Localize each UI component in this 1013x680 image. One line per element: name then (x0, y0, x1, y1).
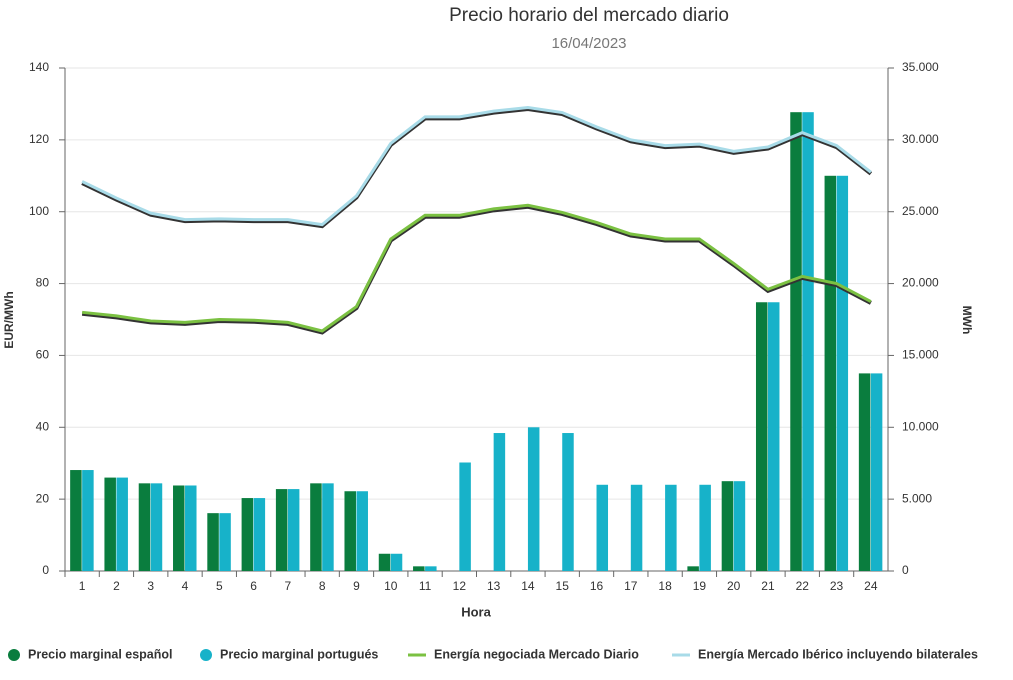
x-tick-label: 6 (250, 579, 257, 593)
legend-label: Precio marginal español (28, 647, 173, 661)
bar (527, 427, 540, 571)
y2-tick-label: 10.000 (902, 419, 939, 433)
bar (870, 373, 883, 571)
x-axis-label: Hora (461, 604, 491, 619)
bar (665, 484, 677, 571)
y-tick-label: 80 (36, 276, 50, 290)
bar (150, 483, 163, 571)
x-tick-label: 5 (216, 579, 223, 593)
y2-tick-label: 5.000 (902, 491, 932, 505)
y-tick-label: 20 (36, 491, 50, 505)
chart-title: Precio horario del mercado diario (449, 5, 729, 26)
y2-tick-label: 25.000 (902, 204, 939, 218)
x-tick-label: 3 (147, 579, 154, 593)
bar (287, 489, 300, 571)
bar (493, 433, 506, 571)
bar (733, 481, 746, 571)
x-tick-label: 18 (658, 579, 672, 593)
bar (699, 484, 711, 571)
bar (721, 481, 734, 571)
legend-label: Energía negociada Mercado Diario (434, 647, 639, 661)
y2-tick-label: 0 (902, 563, 909, 577)
y-tick-label: 120 (29, 132, 49, 146)
x-tick-label: 19 (693, 579, 707, 593)
x-tick-label: 13 (487, 579, 501, 593)
x-tick-label: 1 (79, 579, 86, 593)
line-shadow (81, 107, 873, 229)
bar (459, 462, 471, 571)
y-tick-label: 100 (29, 204, 49, 218)
y-tick-label: 60 (36, 348, 50, 362)
bar (802, 112, 814, 572)
bar (344, 491, 356, 571)
bar (322, 483, 334, 571)
x-tick-label: 24 (864, 579, 878, 593)
bar (185, 485, 197, 571)
bar (82, 470, 94, 571)
y2-tick-label: 30.000 (902, 132, 939, 146)
bar (219, 513, 231, 571)
y-axis-label: EUR/MWh (2, 291, 16, 348)
line-shadow (81, 204, 872, 335)
bar (767, 302, 780, 571)
x-tick-label: 4 (182, 579, 189, 593)
x-tick-label: 7 (285, 579, 292, 593)
bar (241, 498, 254, 571)
bar (310, 483, 322, 571)
legend-label: Energía Mercado Ibérico incluyendo bilat… (698, 647, 978, 661)
x-tick-label: 16 (590, 579, 604, 593)
legend-label: Precio marginal portugués (220, 647, 378, 661)
bar (413, 566, 425, 571)
x-tick-label: 22 (796, 579, 810, 593)
x-tick-label: 9 (353, 579, 360, 593)
y2-axis-label: MWh (960, 306, 974, 335)
bar (378, 553, 391, 571)
legend-marker (200, 649, 212, 661)
bar (755, 302, 768, 571)
y-tick-label: 40 (36, 419, 50, 433)
bar (207, 513, 219, 571)
x-tick-label: 11 (419, 579, 432, 593)
bar (275, 489, 288, 571)
line (81, 203, 872, 333)
bar (687, 566, 699, 571)
bar (173, 485, 185, 571)
x-tick-label: 12 (453, 579, 467, 593)
bar (425, 566, 437, 571)
bar (596, 484, 609, 571)
bar (824, 175, 837, 572)
bar (836, 175, 849, 572)
line (81, 106, 872, 227)
bar (138, 483, 151, 571)
x-tick-label: 15 (556, 579, 570, 593)
y-tick-label: 0 (42, 563, 49, 577)
x-tick-label: 2 (113, 579, 120, 593)
x-tick-label: 10 (384, 579, 398, 593)
bar (356, 491, 368, 571)
bar (116, 477, 128, 571)
legend-marker (8, 649, 20, 661)
y-tick-label: 140 (29, 60, 49, 74)
bar (390, 553, 403, 571)
y2-tick-label: 20.000 (902, 276, 939, 290)
bar (253, 498, 266, 571)
x-tick-label: 14 (521, 579, 535, 593)
y2-tick-label: 35.000 (902, 60, 939, 74)
x-tick-label: 8 (319, 579, 326, 593)
x-tick-label: 17 (624, 579, 638, 593)
bar (630, 484, 643, 571)
bar (104, 477, 116, 571)
x-tick-label: 23 (830, 579, 844, 593)
y2-tick-label: 15.000 (902, 348, 939, 362)
bar (562, 433, 574, 571)
chart-subtitle: 16/04/2023 (551, 35, 626, 52)
bar (858, 373, 871, 571)
bar (70, 470, 82, 571)
bar (790, 112, 802, 572)
x-tick-label: 21 (761, 579, 775, 593)
x-tick-label: 20 (727, 579, 741, 593)
